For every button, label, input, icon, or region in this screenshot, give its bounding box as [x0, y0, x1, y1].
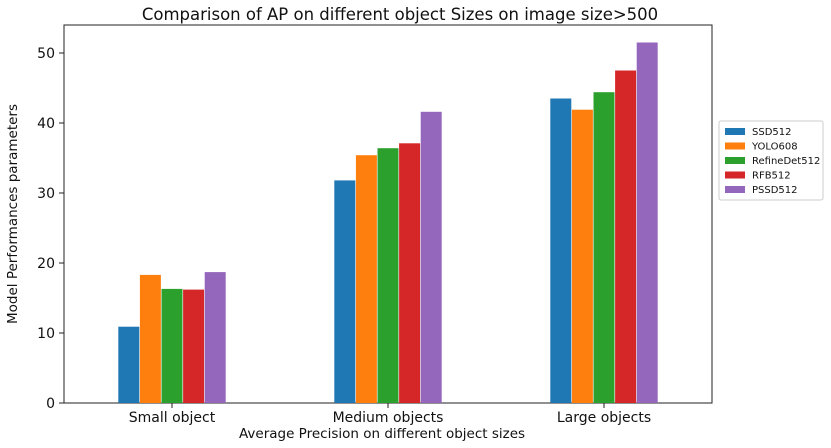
y-tick-label: 20 — [37, 256, 55, 272]
y-axis-label: Model Performances parameters — [5, 104, 21, 324]
bar-rfb512-3 — [615, 70, 637, 403]
legend-item-label: YOLO608 — [751, 142, 798, 153]
x-tick-label: Small object — [129, 410, 216, 426]
bar-refinedet512-3 — [593, 92, 615, 403]
legend-item-label: PSSD512 — [752, 185, 798, 196]
bar-rfb512-1 — [183, 289, 205, 403]
bar-ssd512-3 — [550, 98, 572, 403]
y-axis: 0 10 20 30 40 50 — [37, 46, 64, 412]
bar-pssd512-2 — [420, 111, 442, 404]
legend-item-label: RefineDet512 — [752, 156, 820, 167]
bar-ssd512-2 — [334, 180, 356, 403]
bar-yolo608-2 — [355, 155, 377, 403]
legend-item-label: RFB512 — [752, 171, 791, 182]
legend-box — [718, 120, 824, 201]
bar-yolo608-1 — [139, 274, 161, 403]
legend-swatch — [725, 128, 745, 135]
y-tick-label: 30 — [37, 186, 55, 202]
y-tick-label: 10 — [37, 326, 55, 342]
bar-refinedet512-1 — [161, 288, 183, 403]
bar-ssd512-1 — [118, 326, 140, 403]
y-tick-label: 0 — [46, 396, 55, 412]
x-axis-label: Average Precision on different object si… — [239, 426, 525, 442]
legend-swatch — [725, 186, 745, 193]
chart-title: Comparison of AP on different object Siz… — [142, 5, 658, 24]
x-tick-label: Medium objects — [333, 410, 444, 426]
bar-refinedet512-2 — [377, 148, 399, 403]
legend-swatch — [725, 157, 745, 164]
bar-yolo608-3 — [571, 109, 593, 403]
x-axis: Small object Medium objects Large objects — [129, 403, 651, 426]
bars-group — [118, 42, 658, 404]
x-tick-label: Large objects — [557, 410, 651, 426]
legend-swatch — [725, 171, 745, 179]
y-tick-label: 50 — [37, 46, 55, 62]
legend: SSD512 YOLO608 RefineDet512 RFB512 PSSD512 — [718, 120, 824, 201]
bar-pssd512-3 — [636, 42, 658, 403]
y-tick-label: 40 — [37, 116, 55, 132]
bar-rfb512-2 — [399, 143, 421, 404]
legend-item-label: SSD512 — [752, 127, 791, 138]
legend-swatch — [725, 142, 745, 150]
bar-pssd512-1 — [204, 272, 226, 403]
